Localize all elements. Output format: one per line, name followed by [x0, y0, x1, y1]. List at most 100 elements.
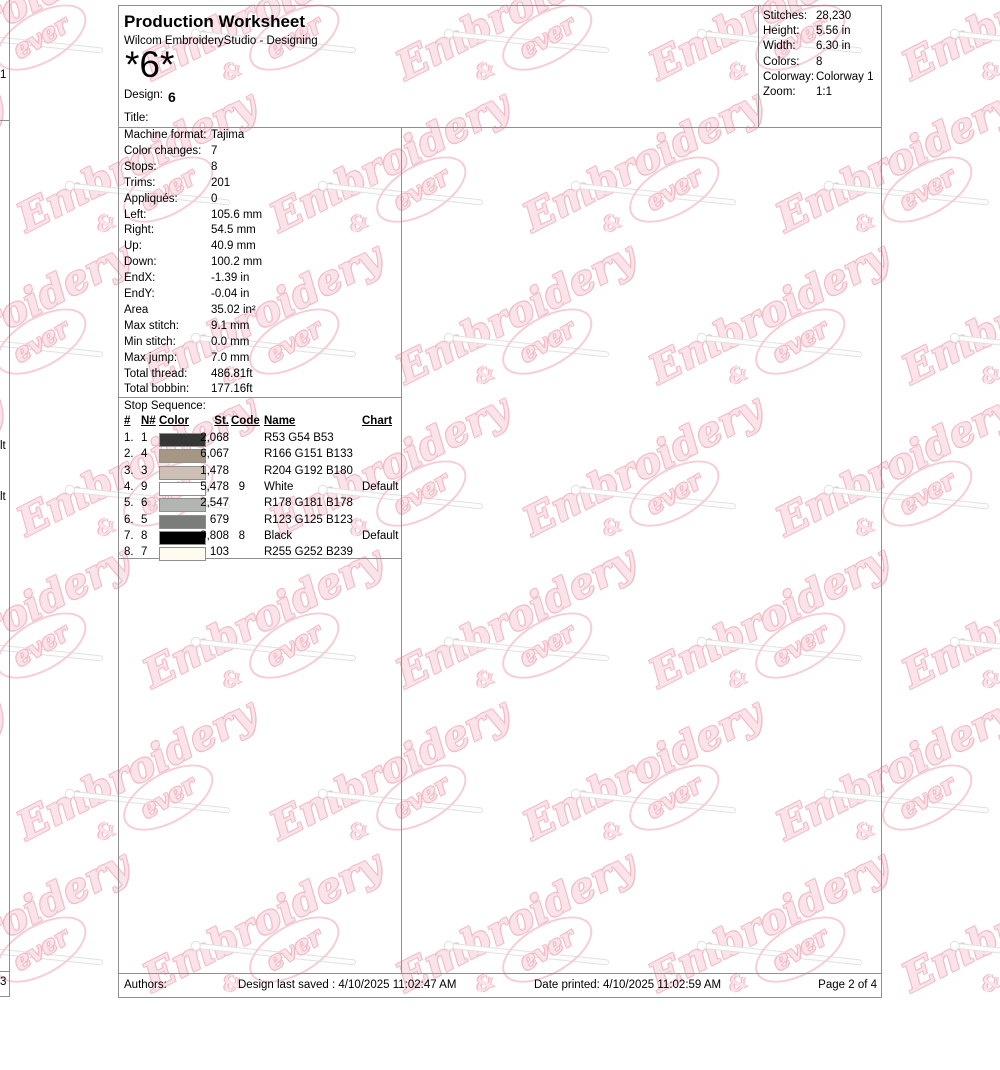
- details-label: Up:: [124, 240, 142, 253]
- details-label: Down:: [124, 256, 157, 269]
- design-value: 6: [168, 89, 176, 105]
- stats-label: Stitches:: [763, 10, 808, 22]
- watermark-ampersand: &: [91, 815, 119, 846]
- thread-color-swatch: [159, 530, 206, 545]
- details-row: Total bobbin: 177.16ft: [119, 383, 401, 399]
- col-st: St.: [214, 415, 229, 427]
- column-divider: [401, 127, 402, 973]
- adjacent-page-footer-line-top: [0, 971, 9, 972]
- details-value: 177.16ft: [211, 383, 253, 396]
- details-label: Trims:: [124, 176, 156, 189]
- details-value: 9.1 mm: [211, 319, 250, 332]
- needle-number: 6: [141, 497, 148, 510]
- thread-name: R53 G54 B53: [264, 432, 334, 444]
- details-row: Area 35.02 in²: [119, 304, 401, 320]
- col-name: Name: [264, 415, 296, 427]
- details-label: Right:: [124, 224, 155, 237]
- design-label: Design:: [124, 89, 163, 101]
- details-row: Min stitch: 0.0 mm: [119, 336, 401, 352]
- stitch-count: 1,478: [200, 464, 229, 477]
- details-label: Max jump:: [124, 351, 178, 364]
- stop-sequence-row: 8. 7 103 R255 G252 B239: [119, 546, 401, 562]
- thread-name: Black: [264, 529, 293, 542]
- stats-value: 8: [816, 55, 823, 68]
- stitch-count: 679: [209, 513, 229, 526]
- needle-icon: [0, 638, 104, 662]
- page-title: Production Worksheet: [124, 12, 306, 31]
- stop-sequence-header: # N# Color St. Code Name Chart: [119, 415, 401, 431]
- stop-sequence-row: 4. 9 5,478 9 White Default: [119, 481, 401, 497]
- details-row: EndX: -1.39 in: [119, 272, 401, 288]
- needle-icon: [0, 334, 104, 358]
- needle-icon: [0, 30, 104, 54]
- row-number: 1.: [124, 432, 134, 444]
- details-label: Left:: [124, 208, 147, 221]
- needle-icon: [955, 30, 1000, 54]
- adjacent-page-header-line: [0, 120, 9, 121]
- stats-value: 1:1: [816, 86, 832, 98]
- stats-row: Stitches: 28,230: [758, 10, 881, 26]
- row-number: 4.: [124, 480, 134, 493]
- thread-color-swatch: [159, 449, 206, 464]
- needle-number: 7: [141, 546, 148, 559]
- details-value: 0.0 mm: [211, 335, 250, 348]
- stop-sequence-row: 1. 1 2,068 R53 G54 B53: [119, 432, 401, 448]
- thread-name: R123 G125 B123: [264, 513, 353, 526]
- details-row: Max stitch: 9.1 mm: [119, 320, 401, 336]
- details-value: Tajima: [211, 129, 245, 141]
- details-value: 105.6 mm: [211, 208, 263, 221]
- details-row: Left: 105.6 mm: [119, 209, 401, 225]
- details-label: Total bobbin:: [124, 383, 190, 396]
- needle-icon: [955, 638, 1000, 662]
- fragment-text: 3: [0, 976, 7, 988]
- watermark-text-embroidery: Embroidery: [894, 537, 1000, 698]
- row-number: 8.: [124, 546, 134, 559]
- thread-color-swatch: [159, 433, 206, 447]
- thread-chart: Default: [362, 480, 399, 493]
- thread-code: 8: [238, 529, 245, 542]
- thread-code: 9: [238, 480, 245, 493]
- stats-label: Colors:: [763, 55, 800, 68]
- col-code: Code: [231, 415, 260, 427]
- adjacent-page-border: [9, 0, 10, 997]
- stats-value: Colorway 1: [816, 70, 874, 83]
- details-row: Right: 54.5 mm: [119, 224, 401, 240]
- needle-number: 4: [141, 448, 148, 461]
- thread-name: R166 G151 B133: [264, 448, 353, 461]
- watermark-text-embroidery: Embroidery: [0, 0, 137, 90]
- watermark-text-ever: ever: [0, 294, 98, 389]
- page-footer: Authors: Design last saved : 4/10/2025 1…: [119, 973, 881, 997]
- adjacent-page-fragment: 1 lt lt 3: [0, 0, 10, 1000]
- fragment-text: lt: [0, 491, 6, 503]
- thread-color-swatch: [159, 465, 206, 480]
- header-stats-divider: [758, 6, 759, 127]
- details-value: -0.04 in: [211, 288, 250, 300]
- details-row: Max jump: 7.0 mm: [119, 352, 401, 368]
- thread-name: R255 G252 B239: [264, 546, 353, 559]
- needle-number: 3: [141, 464, 148, 477]
- details-value: 7: [211, 144, 218, 157]
- details-label: Machine format:: [124, 129, 207, 141]
- details-value: 8: [211, 160, 218, 173]
- watermark-ampersand: &: [91, 207, 119, 238]
- watermark-embroidery-ever: Embroidery & ever: [895, 233, 1000, 462]
- stats-label: Zoom:: [763, 86, 796, 98]
- details-row: Up: 40.9 mm: [119, 240, 401, 256]
- details-value: 201: [211, 176, 231, 189]
- stats-label: Height:: [763, 25, 800, 38]
- fragment-text: 1: [0, 69, 7, 81]
- details-value: 40.9 mm: [211, 240, 256, 253]
- details-label: Min stitch:: [124, 335, 176, 348]
- details-value: -1.39 in: [211, 272, 250, 285]
- stop-sequence-row: 5. 6 2,547 R178 G181 B178: [119, 497, 401, 513]
- details-row: Down: 100.2 mm: [119, 256, 401, 272]
- watermark-ampersand: &: [91, 511, 119, 542]
- details-label: Total thread:: [124, 367, 188, 380]
- watermark-text-ever: ever: [871, 446, 984, 541]
- watermark-text-embroidery: Embroidery: [0, 233, 137, 394]
- stitch-count: 5,478: [200, 480, 229, 493]
- details-value: 100.2 mm: [211, 256, 263, 269]
- watermark-embroidery-ever: Embroidery & ever: [895, 0, 1000, 158]
- stats-label: Width:: [763, 40, 796, 53]
- date-printed-text: Date printed: 4/10/2025 11:02:59 AM: [534, 979, 722, 991]
